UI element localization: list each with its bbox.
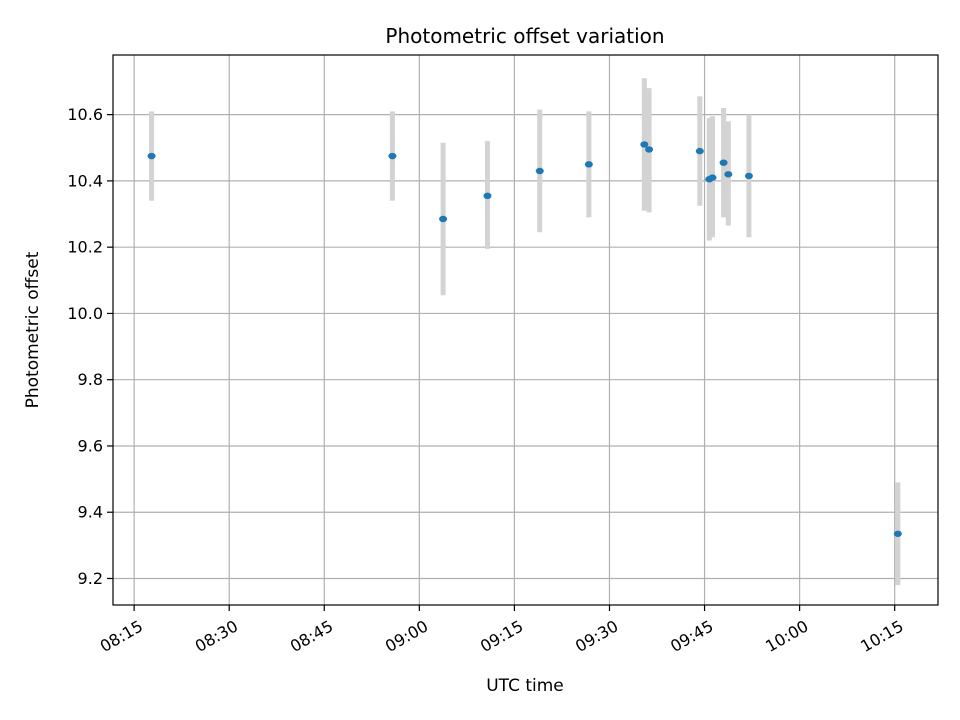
y-tick-label: 9.8 (78, 370, 103, 389)
chart-title: Photometric offset variation (385, 24, 664, 48)
data-points (147, 141, 902, 537)
data-point (439, 215, 448, 223)
data-point (388, 152, 397, 160)
data-point (893, 530, 902, 537)
data-point (535, 167, 544, 175)
plot-area-frame (112, 54, 939, 606)
data-point (584, 161, 593, 168)
x-axis-title: UTC time (486, 676, 564, 696)
y-tick-label: 9.4 (78, 503, 103, 522)
y-tick-label: 10.6 (67, 105, 103, 124)
data-point (719, 159, 728, 166)
data-point (483, 192, 492, 200)
data-point (708, 174, 717, 181)
data-point (695, 147, 704, 155)
gridlines (113, 55, 938, 605)
y-tick-label: 9.6 (78, 436, 103, 455)
y-tick-label: 9.2 (78, 569, 103, 588)
y-tick-label: 10.2 (67, 238, 103, 257)
y-axis: 9.2 9.4 9.6 9.8 10.0 10.2 10.4 10.6 (67, 105, 113, 588)
y-tick-label: 10.4 (67, 171, 103, 190)
data-point (724, 171, 733, 178)
y-tick-label: 10.0 (67, 304, 103, 323)
data-point (147, 152, 156, 160)
data-point (744, 172, 753, 180)
y-axis-title: Photometric offset (23, 251, 43, 408)
data-point (645, 146, 654, 153)
data-point (640, 141, 649, 148)
